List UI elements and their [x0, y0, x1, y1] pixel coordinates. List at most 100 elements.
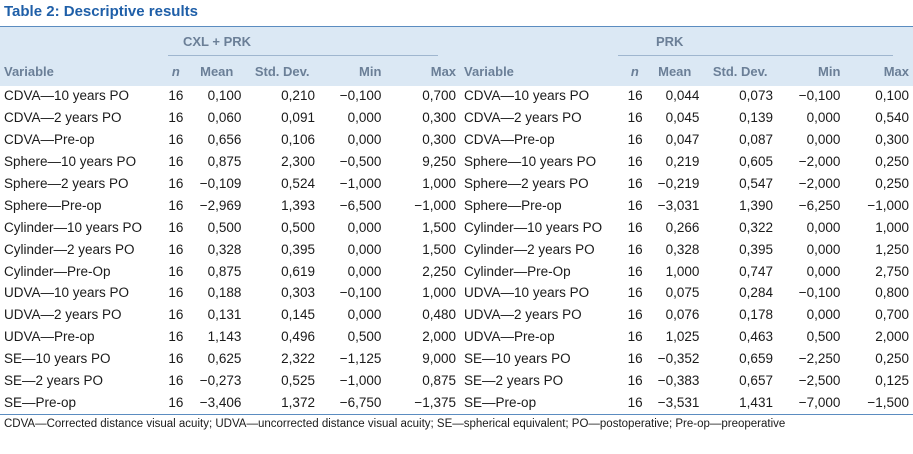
prk-variable-cell: UDVA—10 years PO: [464, 285, 590, 301]
cxl-prk-std-dev-cell: 0,500: [281, 219, 315, 235]
cxl-prk-max-cell: 0,300: [422, 132, 457, 148]
table-header-band: [0, 27, 913, 86]
cxl-prk-max-cell: 9,000: [422, 351, 457, 367]
group-label-prk: PRK: [656, 34, 684, 49]
cxl-prk-mean-cell: 0,188: [207, 285, 242, 301]
cxl-prk-n-cell: 16: [168, 373, 184, 389]
cxl-prk-std-dev-cell: 0,106: [281, 132, 315, 148]
column-header-max: Max: [883, 63, 909, 79]
cxl-prk-mean-cell: 0,625: [207, 351, 242, 367]
prk-n-cell: 16: [627, 329, 643, 345]
prk-n-cell: 16: [627, 241, 643, 257]
cxl-prk-min-cell: −6,500: [339, 197, 382, 213]
prk-min-cell: −2,000: [798, 176, 841, 191]
prk-variable-cell: SE—10 years PO: [464, 351, 571, 367]
cxl-prk-mean-cell: 1,143: [207, 329, 242, 345]
cxl-prk-variable-cell: UDVA—Pre-op: [4, 329, 95, 345]
cxl-prk-max-cell: 1,500: [422, 241, 457, 257]
top-rule: [0, 26, 913, 27]
cxl-prk-variable-cell: Cylinder—2 years PO: [4, 241, 135, 257]
prk-n-cell: 16: [627, 373, 643, 389]
prk-mean-cell: 0,075: [665, 285, 700, 301]
table-row: Cylinder—2 years PO 16 0,328 0,395 0,000 1,50…: [0, 238, 913, 260]
bottom-rule: [0, 414, 913, 415]
cxl-prk-max-cell: 1,000: [422, 176, 457, 191]
prk-max-cell: 1,000: [875, 219, 909, 235]
cxl-prk-std-dev-cell: 2,322: [281, 351, 315, 367]
column-header-variable: Variable: [464, 63, 514, 79]
column-header-variable: Variable: [4, 63, 54, 79]
prk-std-dev-cell: 1,431: [739, 394, 773, 410]
cxl-prk-std-dev-cell: 0,395: [281, 241, 315, 257]
prk-mean-cell: 1,000: [665, 263, 700, 279]
cxl-prk-n-cell: 16: [168, 110, 184, 126]
cxl-prk-min-cell: 0,000: [347, 307, 382, 323]
prk-min-cell: −7,000: [798, 394, 841, 410]
prk-std-dev-cell: 0,395: [739, 241, 773, 257]
prk-mean-cell: −0,352: [657, 351, 700, 367]
cxl-prk-std-dev-cell: 0,619: [281, 263, 315, 279]
prk-max-cell: 1,250: [875, 241, 909, 257]
cxl-prk-std-dev-cell: 0,303: [281, 285, 315, 301]
cxl-prk-max-cell: 2,000: [422, 329, 457, 345]
prk-max-cell: 0,250: [875, 351, 909, 367]
cxl-prk-min-cell: 0,000: [347, 263, 382, 279]
cxl-prk-n-cell: 16: [168, 197, 184, 213]
prk-max-cell: 0,125: [875, 373, 909, 389]
cxl-prk-std-dev-cell: 0,145: [281, 307, 315, 323]
table-row: CDVA—2 years PO 16 0,060 0,091 0,000 0,300 CDV…: [0, 107, 913, 129]
cxl-prk-min-cell: −0,500: [339, 154, 382, 170]
prk-n-cell: 16: [627, 394, 643, 410]
prk-max-cell: −1,000: [867, 197, 909, 213]
cxl-prk-std-dev-cell: 0,496: [281, 329, 315, 345]
prk-n-cell: 16: [627, 351, 643, 367]
table-row: UDVA—10 years PO 16 0,188 0,303 −0,100 1,000 U…: [0, 282, 913, 304]
prk-max-cell: 0,300: [875, 132, 909, 148]
cxl-prk-max-cell: 0,700: [422, 88, 457, 104]
prk-min-cell: 0,000: [806, 241, 841, 257]
prk-std-dev-cell: 0,073: [739, 88, 773, 104]
prk-mean-cell: 0,076: [665, 307, 700, 323]
column-header-n: n: [630, 63, 639, 79]
column-header-std-dev: Std. Dev.: [712, 63, 768, 79]
prk-mean-cell: 0,219: [665, 154, 700, 170]
prk-variable-cell: Cylinder—10 years PO: [464, 219, 603, 235]
cxl-prk-variable-cell: Sphere—Pre-op: [4, 197, 102, 213]
table-row: Cylinder—Pre-Op 16 0,875 0,619 0,000 2,250 Cyl…: [0, 260, 913, 282]
cxl-prk-n-cell: 16: [168, 219, 184, 235]
cxl-prk-n-cell: 16: [168, 88, 184, 104]
cxl-prk-std-dev-cell: 0,091: [281, 110, 315, 126]
cxl-prk-mean-cell: 0,328: [207, 241, 242, 257]
cxl-prk-min-cell: −0,100: [339, 285, 382, 301]
prk-mean-cell: 1,025: [665, 329, 700, 345]
table-title: Table 2: Descriptive results: [4, 3, 198, 20]
cxl-prk-n-cell: 16: [168, 394, 184, 410]
cxl-prk-variable-cell: Cylinder—Pre-Op: [4, 263, 111, 279]
group-underline-left: [168, 55, 438, 56]
cxl-prk-max-cell: 0,480: [422, 307, 457, 323]
table-row: Cylinder—10 years PO 16 0,500 0,500 0,000 1,5…: [0, 216, 913, 238]
prk-max-cell: 2,750: [875, 263, 909, 279]
column-header-std-dev: Std. Dev.: [254, 63, 310, 79]
prk-std-dev-cell: 0,547: [739, 176, 773, 191]
cxl-prk-max-cell: 1,500: [422, 219, 457, 235]
cxl-prk-mean-cell: 0,131: [207, 307, 242, 323]
table-row: SE—Pre-op 16 −3,406 1,372 −6,750 −1,375 SE—Pre…: [0, 391, 913, 413]
column-header-max: Max: [430, 63, 457, 79]
prk-variable-cell: UDVA—2 years PO: [464, 307, 582, 323]
cxl-prk-min-cell: 0,000: [347, 219, 382, 235]
cxl-prk-variable-cell: CDVA—10 years PO: [4, 88, 130, 104]
cxl-prk-max-cell: −1,000: [414, 197, 457, 213]
cxl-prk-variable-cell: UDVA—10 years PO: [4, 285, 130, 301]
table-row: UDVA—2 years PO 16 0,131 0,145 0,000 0,480 UDV…: [0, 304, 913, 326]
cxl-prk-variable-cell: Cylinder—10 years PO: [4, 219, 143, 235]
cxl-prk-min-cell: −6,750: [339, 394, 382, 410]
cxl-prk-max-cell: 2,250: [422, 263, 457, 279]
prk-std-dev-cell: 0,139: [739, 110, 773, 126]
cxl-prk-n-cell: 16: [168, 241, 184, 257]
cxl-prk-mean-cell: 0,100: [207, 88, 242, 104]
prk-std-dev-cell: 0,284: [739, 285, 773, 301]
cxl-prk-n-cell: 16: [168, 176, 184, 191]
column-header-min: Min: [818, 63, 841, 79]
cxl-prk-n-cell: 16: [168, 351, 184, 367]
